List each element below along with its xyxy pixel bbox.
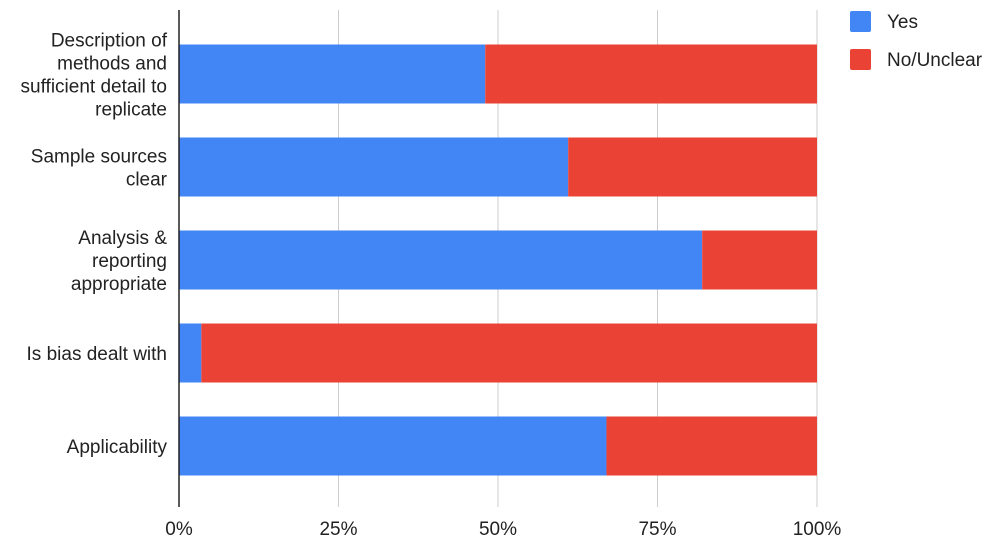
legend-label: Yes <box>887 12 918 33</box>
legend-label: No/Unclear <box>887 50 983 71</box>
bar-yes <box>179 416 607 476</box>
bar-no-unclear <box>568 137 817 197</box>
category-label: Is bias dealt with <box>27 344 167 365</box>
x-tick-label: 0% <box>165 519 193 540</box>
category-label: Description of <box>51 31 168 52</box>
bar-yes <box>179 137 569 197</box>
legend: Yes No/Unclear <box>850 11 983 71</box>
bar-no-unclear <box>485 44 817 104</box>
category-label: Analysis & <box>78 228 167 249</box>
legend-swatch <box>850 11 871 32</box>
x-tick-labels: 0% 25% 50% 75% 100% <box>165 519 841 540</box>
bar-no-unclear <box>702 230 817 290</box>
category-label: sufficient detail to <box>21 77 167 98</box>
x-tick-label: 25% <box>319 519 357 540</box>
category-label: replicate <box>95 100 167 121</box>
legend-swatch <box>850 49 871 70</box>
x-tick-label: 100% <box>793 519 842 540</box>
category-label: Sample sources <box>31 147 167 168</box>
bars <box>179 44 817 476</box>
category-label: clear <box>126 170 168 191</box>
category-label: Applicability <box>67 437 168 458</box>
bar-yes <box>179 44 486 104</box>
x-tick-label: 50% <box>479 519 517 540</box>
category-label: reporting <box>92 251 167 272</box>
bar-no-unclear <box>201 323 817 383</box>
x-tick-label: 75% <box>638 519 676 540</box>
category-label: appropriate <box>71 274 167 295</box>
bar-yes <box>179 323 202 383</box>
category-label: methods and <box>57 54 167 75</box>
bar-no-unclear <box>606 416 817 476</box>
bar-yes <box>179 230 703 290</box>
